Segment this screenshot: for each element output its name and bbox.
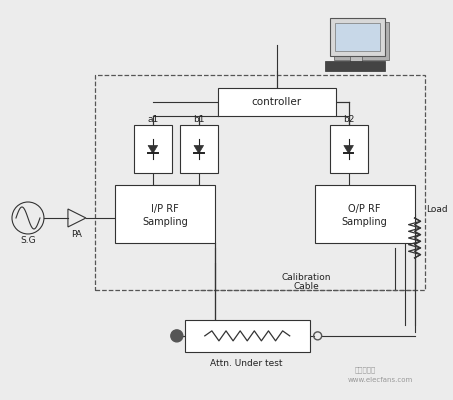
Text: 电子发烧友: 电子发烧友 <box>355 366 376 373</box>
Text: controller: controller <box>252 97 302 107</box>
Text: b2: b2 <box>343 114 354 124</box>
Bar <box>134 125 172 173</box>
Bar <box>334 22 389 60</box>
Bar <box>350 56 361 62</box>
Bar <box>325 61 385 71</box>
Polygon shape <box>194 146 203 154</box>
Circle shape <box>171 330 183 342</box>
Text: www.elecfans.com: www.elecfans.com <box>347 377 413 383</box>
Text: Attn. Under test: Attn. Under test <box>211 359 283 368</box>
Bar <box>180 125 218 173</box>
Text: I/P RF: I/P RF <box>151 204 178 214</box>
Text: Load: Load <box>427 206 448 214</box>
Text: a1: a1 <box>147 114 159 124</box>
Bar <box>335 23 380 51</box>
Text: Sampling: Sampling <box>342 217 387 227</box>
Text: O/P RF: O/P RF <box>348 204 381 214</box>
Bar <box>315 185 414 243</box>
Text: b1: b1 <box>193 114 205 124</box>
Bar <box>218 88 336 116</box>
Polygon shape <box>344 146 353 154</box>
Text: Sampling: Sampling <box>142 217 188 227</box>
Bar <box>330 125 368 173</box>
Text: PA: PA <box>72 230 82 240</box>
Polygon shape <box>148 146 158 154</box>
Bar <box>115 185 215 243</box>
Bar <box>330 18 385 56</box>
Text: S.G: S.G <box>20 236 36 246</box>
Text: Calibration: Calibration <box>282 274 332 282</box>
Bar <box>185 320 310 352</box>
Text: Cable: Cable <box>294 282 319 292</box>
Bar <box>95 75 424 290</box>
